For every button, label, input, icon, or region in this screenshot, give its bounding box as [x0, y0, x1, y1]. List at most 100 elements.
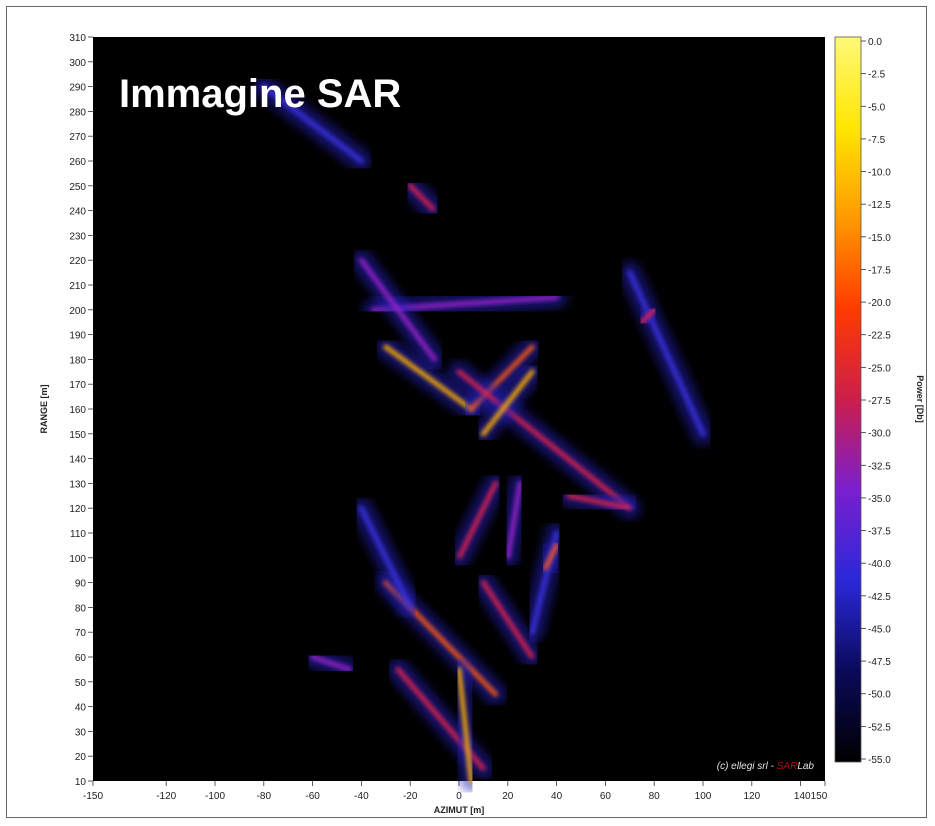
- copyright-credit: (c) ellegi srl - SARLab: [717, 761, 815, 772]
- x-tick-label: -20: [403, 791, 418, 802]
- sar-feature: [456, 480, 499, 561]
- colorbar-tick-label: -5.0: [868, 102, 886, 113]
- colorbar-tick-label: -30.0: [868, 429, 891, 440]
- credit-prefix: (c) ellegi srl -: [717, 761, 777, 772]
- sar-feature: [358, 505, 413, 610]
- sar-feature: [480, 369, 535, 437]
- colorbar-title: Power [Db]: [915, 375, 925, 423]
- y-tick-label: 180: [69, 355, 86, 366]
- y-tick-label: 70: [75, 628, 87, 639]
- colorbar-tick-label: -47.5: [868, 657, 891, 668]
- colorbar-tick-label: -10.0: [868, 168, 891, 179]
- x-tick-label: 20: [502, 791, 514, 802]
- y-tick-label: 230: [69, 231, 86, 242]
- x-tick-label: -80: [257, 791, 272, 802]
- y-tick-label: 150: [69, 430, 86, 441]
- y-tick-label: 60: [75, 653, 87, 664]
- colorbar-tick-label: -37.5: [868, 527, 891, 538]
- colorbar-tick-label: -52.5: [868, 722, 891, 733]
- colorbar-tick-label: -17.5: [868, 265, 891, 276]
- y-tick-label: 270: [69, 132, 86, 143]
- sar-feature: [261, 84, 364, 164]
- y-tick-label: 170: [69, 380, 86, 391]
- colorbar-tick-label: -32.5: [868, 461, 891, 472]
- sar-feature: [358, 257, 438, 362]
- y-tick-label: 200: [69, 306, 86, 317]
- y-tick-label: 300: [69, 58, 86, 69]
- colorbar-ticks: 0.0 -2.5 -5.0 -7.5 -10.0 -12.5 -15.0 -17.5 -20.0…: [861, 37, 891, 766]
- colorbar-tick-label: -12.5: [868, 200, 891, 211]
- colorbar-tick-label: -15.0: [868, 233, 891, 244]
- chart-frame: -150 -120 -100 -80 -60 -40 -20 0 20 40 60 80 100 120 1…: [6, 6, 927, 818]
- y-tick-label: 10: [75, 777, 87, 788]
- colorbar-tick-label: -45.0: [868, 624, 891, 635]
- colorbar-tick-label: -7.5: [868, 135, 886, 146]
- colorbar-tick-label: -55.0: [868, 755, 891, 766]
- sar-feature: [456, 666, 474, 784]
- x-tick-label: -60: [305, 791, 320, 802]
- x-tick-label: -120: [156, 791, 176, 802]
- x-axis-title: AZIMUT [m]: [434, 805, 485, 815]
- colorbar-tick-label: -22.5: [868, 331, 891, 342]
- x-tick-label: 40: [551, 791, 563, 802]
- y-tick-label: 130: [69, 479, 86, 490]
- colorbar-tick-label: -35.0: [868, 494, 891, 505]
- x-axis-ticks: -150 -120 -100 -80 -60 -40 -20 0 20 40 60 80 100 120 1…: [83, 781, 828, 802]
- x-tick-label: 140150: [794, 791, 828, 802]
- colorbar-tick-label: -20.0: [868, 298, 891, 309]
- credit-suffix: Lab: [797, 761, 814, 772]
- y-tick-label: 90: [75, 579, 87, 590]
- y-tick-label: 160: [69, 405, 86, 416]
- y-tick-label: 240: [69, 207, 86, 218]
- x-tick-label: 60: [600, 791, 612, 802]
- x-tick-label: 100: [695, 791, 712, 802]
- y-tick-label: 40: [75, 703, 87, 714]
- sar-chart-svg: -150 -120 -100 -80 -60 -40 -20 0 20 40 60 80 100 120 1…: [39, 33, 925, 815]
- x-tick-label: 80: [649, 791, 661, 802]
- y-tick-label: 80: [75, 603, 87, 614]
- colorbar-tick-label: -42.5: [868, 592, 891, 603]
- x-tick-label: -100: [205, 791, 225, 802]
- x-tick-label: 120: [743, 791, 760, 802]
- sar-feature: [407, 183, 438, 214]
- y-axis-ticks: 10 20 30 40 50 60 70 80 90 100 110 120 130 140 150 160 1…: [69, 33, 93, 788]
- y-tick-label: 210: [69, 281, 86, 292]
- sar-feature: [627, 270, 706, 437]
- colorbar-tick-label: -2.5: [868, 70, 886, 81]
- sar-feature: [541, 542, 560, 573]
- y-axis-title: RANGE [m]: [39, 384, 49, 433]
- sar-intensity-features: [252, 75, 714, 792]
- sar-feature: [505, 480, 523, 561]
- y-tick-label: 50: [75, 678, 87, 689]
- sar-feature: [480, 580, 535, 660]
- sar-feature: [639, 307, 657, 325]
- colorbar-tick-label: -40.0: [868, 559, 891, 570]
- sar-feature: [566, 493, 633, 511]
- y-tick-label: 110: [70, 529, 86, 540]
- x-tick-label: -40: [354, 791, 369, 802]
- y-tick-label: 30: [75, 727, 87, 738]
- y-tick-label: 140: [69, 455, 86, 466]
- y-tick-label: 100: [69, 554, 86, 565]
- y-tick-label: 220: [69, 256, 86, 267]
- colorbar-tick-label: -50.0: [868, 690, 891, 701]
- x-tick-label: 0: [456, 791, 462, 802]
- sar-feature: [456, 369, 633, 511]
- y-tick-label: 290: [69, 83, 86, 94]
- colorbar-tick-label: 0.0: [868, 37, 882, 48]
- x-tick-label: -150: [83, 791, 103, 802]
- colorbar: [834, 36, 862, 763]
- sar-feature: [383, 344, 474, 412]
- chart-title: Immagine SAR: [119, 72, 401, 116]
- y-tick-label: 190: [69, 331, 86, 342]
- y-tick-label: 310: [69, 33, 86, 44]
- colorbar-tick-label: -25.0: [868, 363, 891, 374]
- y-tick-label: 280: [69, 107, 86, 118]
- sar-feature: [310, 654, 352, 672]
- colorbar-tick-label: -27.5: [868, 396, 891, 407]
- credit-brand: SAR: [777, 761, 798, 772]
- y-tick-label: 260: [69, 157, 86, 168]
- y-tick-label: 20: [75, 752, 87, 763]
- y-tick-label: 120: [69, 504, 86, 515]
- y-tick-label: 250: [69, 182, 86, 193]
